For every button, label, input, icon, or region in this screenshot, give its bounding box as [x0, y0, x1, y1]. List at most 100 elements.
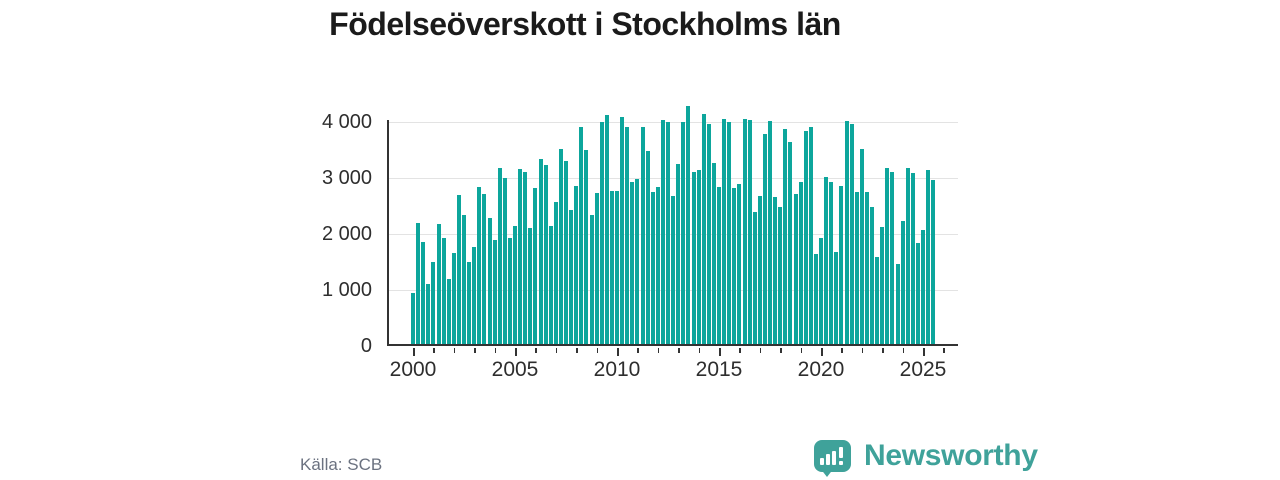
bar [594, 192, 599, 344]
x-tick-label: 2020 [797, 358, 845, 381]
bar [829, 182, 834, 344]
bar [803, 130, 808, 344]
bar [574, 186, 579, 344]
bar [711, 162, 716, 344]
bar [579, 126, 584, 344]
bar [890, 172, 895, 344]
bar [824, 177, 829, 344]
x-major-tick [617, 348, 619, 356]
logo-speech-bubble-tail [820, 468, 834, 477]
bar [441, 238, 446, 344]
y-tick-label: 4 000 [321, 111, 372, 133]
bar [778, 207, 783, 344]
x-major-tick [821, 348, 823, 356]
bar [885, 167, 890, 344]
bar [696, 169, 701, 344]
bar [808, 127, 813, 344]
bar [655, 187, 660, 344]
bar [477, 186, 482, 344]
bar [630, 181, 635, 344]
bar [905, 167, 910, 344]
x-axis-line [387, 344, 958, 346]
x-tick-label: 2005 [491, 358, 539, 381]
bar [819, 237, 823, 344]
bar [645, 151, 650, 344]
bar [528, 227, 533, 344]
bar [762, 134, 767, 344]
bar [548, 226, 553, 344]
bar [757, 195, 762, 344]
gridline [389, 122, 958, 123]
chart-title: Födelseöverskott i Stockholms län [329, 6, 841, 42]
bar [727, 122, 732, 344]
bar [426, 284, 431, 344]
bar [681, 121, 686, 344]
x-minor-tick [555, 348, 558, 353]
bar [456, 195, 461, 344]
bar [691, 171, 696, 344]
bar [854, 192, 859, 344]
x-minor-tick [596, 348, 599, 353]
x-minor-tick [841, 348, 843, 353]
bar [518, 168, 523, 344]
bar [640, 127, 645, 344]
bar [650, 191, 655, 344]
x-major-tick [923, 348, 925, 356]
bar [793, 193, 798, 344]
bar [523, 171, 528, 344]
bar [472, 246, 477, 344]
bar [926, 169, 931, 344]
x-minor-tick [576, 348, 578, 353]
bar [660, 120, 665, 344]
bar [564, 160, 568, 344]
x-tick-label: 2010 [593, 358, 641, 381]
bar [497, 167, 502, 344]
y-axis-line [387, 120, 389, 346]
x-minor-tick [433, 348, 435, 353]
bar [462, 214, 466, 344]
bar [864, 192, 869, 344]
bar [834, 252, 839, 344]
x-tick-label: 2015 [695, 358, 743, 381]
bar [620, 116, 625, 344]
bar [487, 218, 492, 344]
x-minor-tick [759, 348, 762, 353]
bar [870, 207, 874, 344]
bar [747, 120, 752, 344]
bar [900, 220, 905, 344]
y-tick-label: 3 000 [321, 167, 372, 189]
bar [558, 149, 563, 344]
bar [635, 178, 640, 344]
bar [849, 123, 854, 344]
x-minor-tick [474, 348, 476, 353]
x-minor-tick [800, 348, 803, 353]
bar [931, 180, 936, 344]
x-minor-tick [902, 348, 905, 353]
bar [880, 226, 885, 344]
x-minor-tick [453, 348, 456, 353]
bar [717, 186, 721, 344]
bar [533, 188, 538, 344]
x-major-tick [515, 348, 517, 356]
bar [773, 197, 778, 344]
x-minor-tick [882, 348, 884, 353]
bar [507, 237, 512, 344]
bar [742, 118, 747, 344]
bar [915, 242, 920, 344]
y-tick-label: 2 000 [321, 223, 372, 245]
bar [839, 185, 844, 344]
bar [737, 183, 742, 344]
bar [584, 150, 589, 344]
bar [676, 164, 681, 344]
bar [451, 252, 456, 344]
bar [844, 120, 849, 344]
bar [421, 241, 426, 344]
x-minor-tick [494, 348, 497, 353]
x-minor-tick [657, 348, 660, 353]
x-minor-tick [780, 348, 782, 353]
gridline [389, 178, 958, 179]
x-major-tick [413, 348, 415, 356]
bar [589, 215, 594, 344]
x-minor-tick [678, 348, 680, 353]
